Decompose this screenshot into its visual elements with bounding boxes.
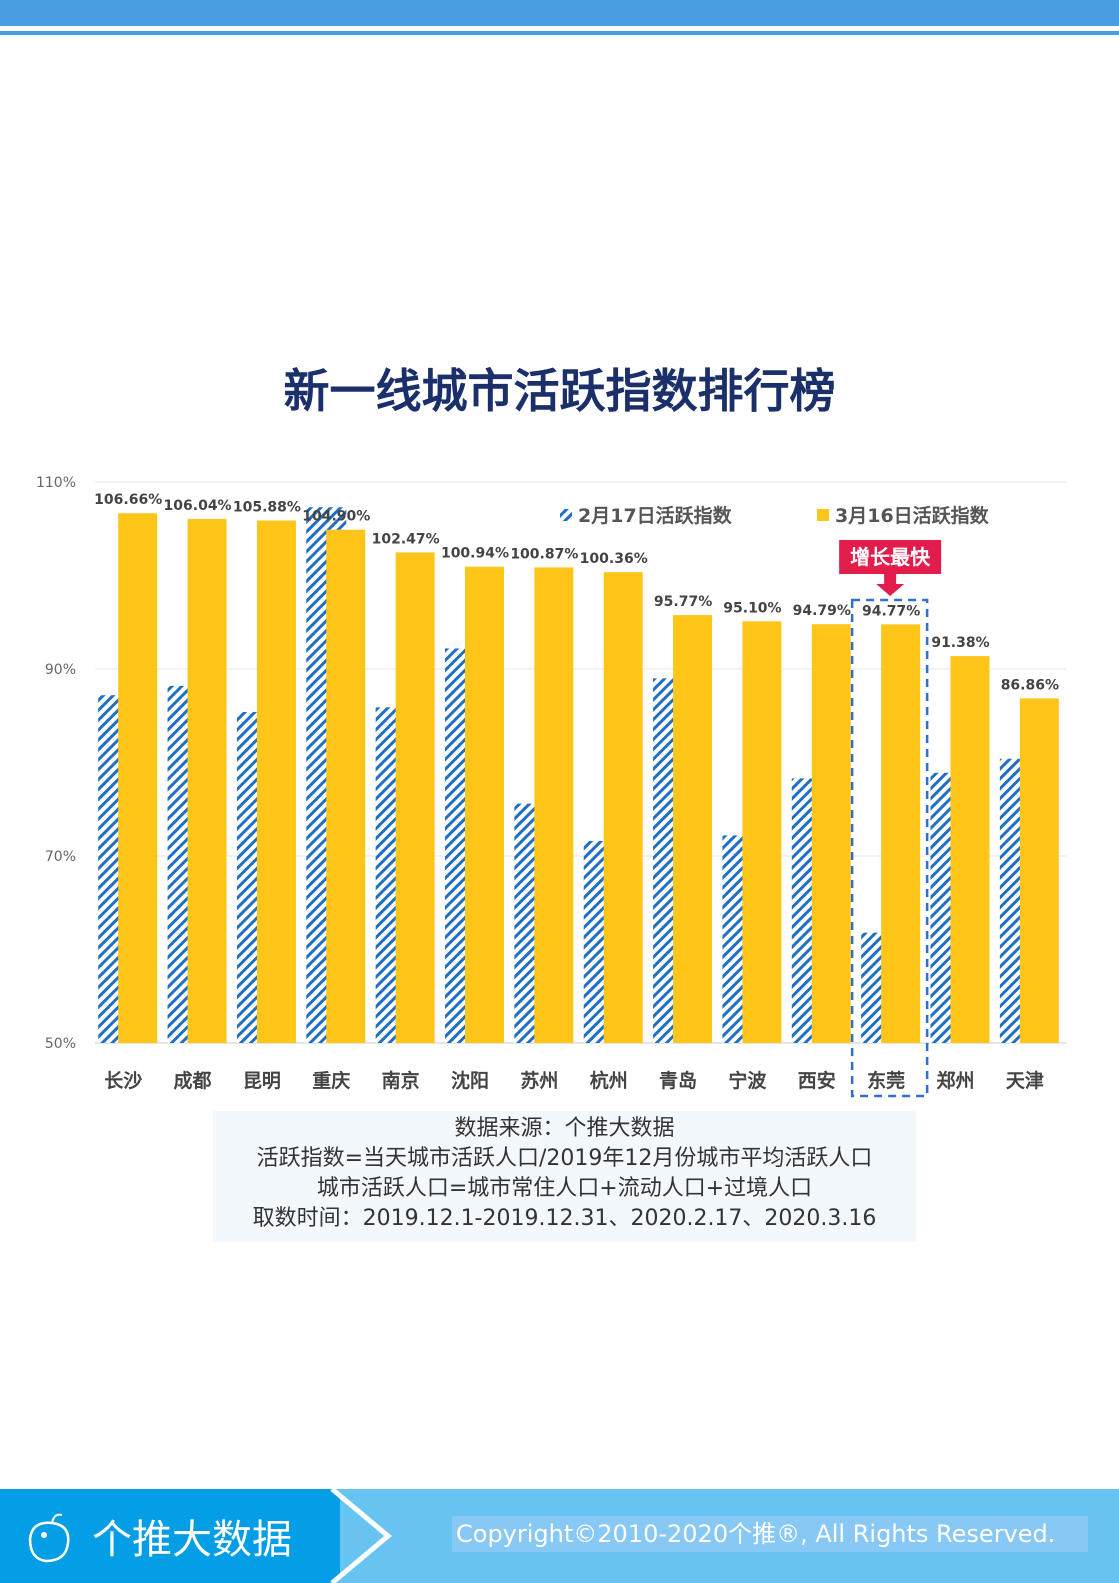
- bar-chart: 50% 70% 90% 110% 106.66% 长沙 106.04% 成都 105.88% 昆…: [36, 475, 1066, 1098]
- data-source-note: 数据来源：个推大数据 活跃指数=当天城市活跃人口/2019年12月份城市平均活跃…: [213, 1111, 916, 1242]
- data-label: 105.88%: [233, 500, 301, 516]
- data-label: 91.38%: [931, 635, 989, 651]
- x-tick-label: 东莞: [867, 1069, 905, 1092]
- data-label: 104.90%: [302, 509, 370, 525]
- x-tick-label: 沈阳: [451, 1069, 489, 1092]
- bar-mar16: [742, 621, 782, 1043]
- x-tick-label: 昆明: [243, 1070, 281, 1092]
- y-tick-label: 50%: [45, 1036, 76, 1052]
- x-tick-label: 南京: [382, 1069, 420, 1092]
- x-tick-label: 郑州: [936, 1070, 974, 1092]
- x-tick-label: 天津: [1006, 1069, 1044, 1092]
- bar-mar16: [395, 552, 435, 1043]
- highlight-box: [850, 598, 929, 1098]
- x-tick-label: 宁波: [728, 1069, 767, 1092]
- footer: 个推大数据 Copyright©2010-2020个推®, All Rights…: [0, 1489, 1119, 1583]
- x-tick-label: 青岛: [659, 1069, 697, 1092]
- note-line: 城市活跃人口=城市常住人口+流动人口+过境人口: [316, 1176, 813, 1201]
- bar-mar16: [1019, 698, 1059, 1043]
- bar-mar16: [534, 567, 574, 1043]
- bar-mar16: [811, 624, 851, 1043]
- chevron-icon: [330, 1489, 392, 1583]
- y-tick-label: 110%: [36, 475, 76, 491]
- data-label: 100.87%: [510, 546, 578, 562]
- whale-logo-icon: [28, 1513, 70, 1563]
- data-label: 86.86%: [1001, 677, 1059, 693]
- annotation-text: 增长最快: [850, 545, 931, 569]
- x-tick-label: 苏州: [520, 1069, 558, 1092]
- copyright: Copyright©2010-2020个推®, All Rights Reser…: [452, 1516, 1088, 1552]
- page-title: 新一线城市活跃指数排行榜: [283, 364, 836, 418]
- y-tick-label: 70%: [45, 849, 76, 865]
- legend-swatch-feb: [560, 509, 572, 521]
- y-tick-label: 90%: [45, 662, 76, 678]
- x-tick-label: 重庆: [312, 1069, 350, 1092]
- x-tick-label: 长沙: [104, 1070, 142, 1092]
- bar-mar16: [326, 529, 366, 1043]
- footer-brand: 个推大数据: [92, 1517, 292, 1563]
- bar-mar16: [603, 572, 643, 1043]
- data-label: 102.47%: [372, 531, 440, 547]
- data-label: 95.77%: [654, 594, 712, 610]
- data-label: 100.36%: [580, 551, 648, 567]
- top-banner: [0, 0, 1119, 26]
- bar-mar16: [881, 624, 921, 1043]
- note-line: 数据来源：个推大数据: [454, 1116, 675, 1141]
- x-tick-label: 成都: [174, 1069, 212, 1092]
- data-label: 106.66%: [94, 492, 162, 508]
- legend-label-mar: 3月16日活跃指数: [835, 504, 990, 527]
- legend-label-feb: 2月17日活跃指数: [578, 504, 733, 527]
- x-tick-label: 杭州: [590, 1069, 628, 1092]
- arrow-down-icon: [876, 574, 905, 596]
- data-label: 100.94%: [441, 546, 509, 562]
- legend-swatch-mar: [817, 509, 829, 521]
- bar-mar16: [950, 656, 990, 1043]
- x-tick-label: 西安: [798, 1069, 836, 1092]
- note-line: 取数时间：2019.12.1-2019.12.31、2020.2.17、2020…: [252, 1206, 877, 1231]
- top-divider: [0, 31, 1119, 35]
- note-line: 活跃指数=当天城市活跃人口/2019年12月份城市平均活跃人口: [256, 1146, 873, 1171]
- bar-mar16: [464, 566, 504, 1043]
- bar-mar16: [118, 513, 158, 1043]
- data-label: 95.10%: [723, 600, 781, 616]
- annotation-badge: [839, 540, 942, 574]
- bar-mar16: [256, 520, 296, 1043]
- data-label: 106.04%: [164, 498, 232, 514]
- bar-mar16: [187, 519, 227, 1043]
- data-label: 94.79%: [793, 603, 851, 619]
- bar-mar16: [673, 615, 713, 1043]
- data-label: 94.77%: [862, 603, 920, 619]
- footer-brand-panel: [0, 1489, 340, 1583]
